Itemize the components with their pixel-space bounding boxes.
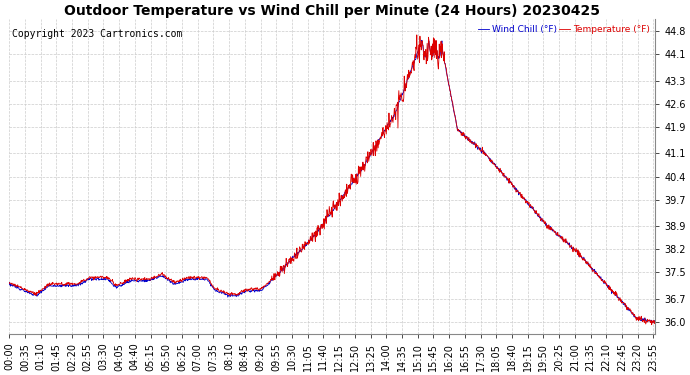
Legend: Wind Chill (°F), Temperature (°F): Wind Chill (°F), Temperature (°F) xyxy=(475,21,653,38)
Wind Chill (°F) xyxy=(575,254,583,259)
Wind Chill (°F) xyxy=(221,291,229,296)
Temperature (°F) xyxy=(433,55,442,59)
Wind Chill (°F) xyxy=(417,38,426,42)
Temperature (°F) xyxy=(413,33,421,37)
Wind Chill (°F) xyxy=(647,320,655,325)
Line: Temperature (°F): Temperature (°F) xyxy=(9,35,656,325)
Temperature (°F) xyxy=(647,322,655,327)
Text: Copyright 2023 Cartronics.com: Copyright 2023 Cartronics.com xyxy=(12,29,183,39)
Temperature (°F) xyxy=(5,280,13,285)
Temperature (°F) xyxy=(575,249,583,254)
Wind Chill (°F) xyxy=(518,194,526,198)
Temperature (°F) xyxy=(133,278,141,282)
Temperature (°F) xyxy=(148,276,157,281)
Wind Chill (°F) xyxy=(651,320,660,324)
Temperature (°F) xyxy=(221,291,229,296)
Title: Outdoor Temperature vs Wind Chill per Minute (24 Hours) 20230425: Outdoor Temperature vs Wind Chill per Mi… xyxy=(64,4,600,18)
Temperature (°F) xyxy=(651,318,660,323)
Wind Chill (°F) xyxy=(148,276,157,280)
Wind Chill (°F) xyxy=(433,53,442,57)
Temperature (°F) xyxy=(518,192,526,196)
Wind Chill (°F) xyxy=(5,282,13,287)
Wind Chill (°F) xyxy=(133,278,141,283)
Line: Wind Chill (°F): Wind Chill (°F) xyxy=(9,40,656,322)
